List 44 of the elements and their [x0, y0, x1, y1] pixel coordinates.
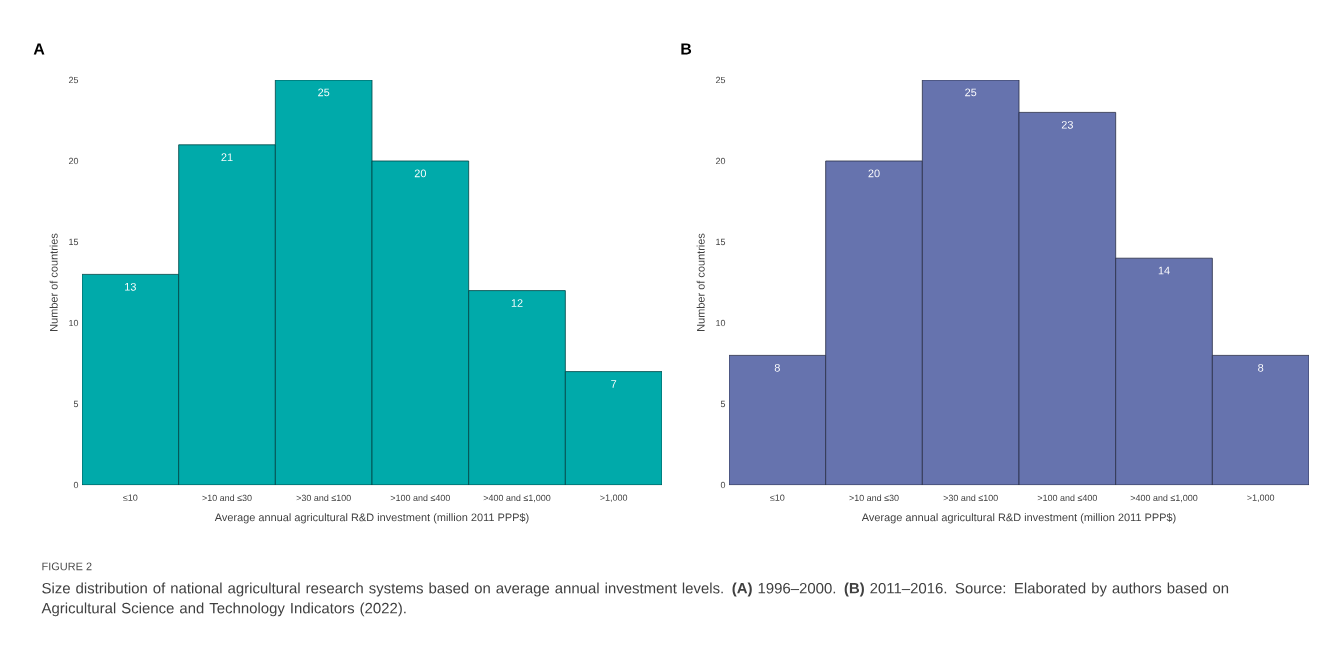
data-label: 14	[1158, 266, 1170, 275]
y-axis-title: Number of countries	[49, 233, 58, 331]
x-tick-label: >100 and ≤400	[1037, 494, 1097, 502]
data-label: 20	[414, 169, 426, 178]
y-axis-title: Number of countries	[696, 233, 705, 331]
data-label: 8	[1258, 363, 1264, 372]
x-tick-label: >10 and ≤30	[849, 494, 899, 502]
x-tick-label: >1,000	[1247, 494, 1275, 502]
x-tick-label: >30 and ≤100	[943, 494, 998, 502]
text: Size distribution of national agricultural research systems based on average annual investment levels. (A) 1996–2000. (B) 2011–2016. Source: Elaborated by authors based on Agricultural Science and Technology Indicators (2022).	[41, 582, 1229, 617]
x-tick-label: >10 and ≤30	[202, 494, 252, 502]
x-tick-label: >30 and ≤100	[296, 494, 351, 502]
y-tick-label: 10	[69, 319, 79, 327]
x-axis-title: Average annual agricultural R&D investment (million 2011 PPP$)	[214, 513, 529, 524]
data-label: 25	[318, 88, 330, 97]
data-label: 7	[611, 380, 617, 388]
chart-title: B	[681, 43, 692, 55]
caption: FIGURE 2	[42, 562, 92, 571]
x-tick-label: >400 and ≤1,000	[483, 494, 551, 503]
data-label: 21	[221, 153, 233, 161]
x-tick-label: ≤10	[770, 494, 785, 501]
chart-title: A	[33, 43, 45, 55]
x-tick-label: >100 and ≤400	[390, 494, 450, 502]
y-tick-label: 0	[73, 481, 79, 489]
data-label: 23	[1061, 120, 1073, 129]
data-label: 8	[774, 363, 780, 372]
y-tick-label: 20	[715, 157, 726, 165]
data-label: 25	[965, 88, 977, 97]
y-tick-label: 25	[68, 76, 79, 84]
x-axis-title: Average annual agricultural R&D investment (million 2011 PPP$)	[861, 513, 1176, 524]
y-tick-label: 15	[716, 238, 726, 246]
x-tick-label: >400 and ≤1,000	[1130, 494, 1198, 503]
y-tick-label: 5	[720, 400, 726, 408]
x-tick-label: ≤10	[123, 494, 138, 501]
data-label: 20	[868, 169, 880, 178]
y-tick-label: 15	[69, 238, 79, 246]
y-tick-label: 25	[715, 76, 726, 84]
x-tick-label: >1,000	[600, 494, 628, 502]
y-tick-label: 10	[716, 319, 726, 327]
y-tick-label: 20	[68, 157, 79, 165]
y-tick-label: 5	[73, 400, 79, 408]
data-label: 12	[511, 299, 523, 307]
data-label: 13	[125, 282, 136, 291]
y-tick-label: 0	[720, 481, 726, 489]
